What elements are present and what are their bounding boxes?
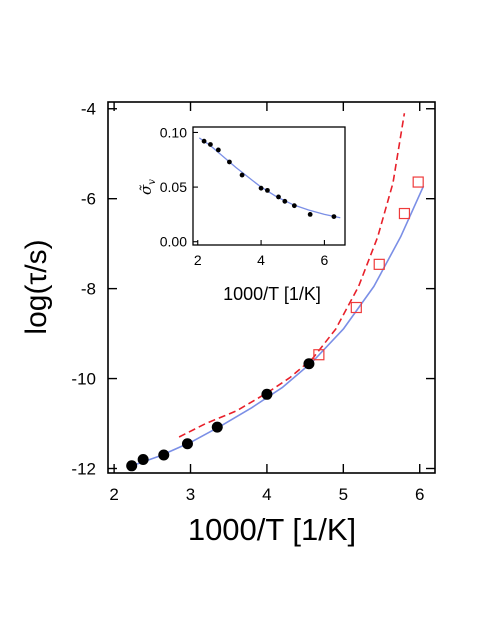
inset-x-axis-label: 1000/T [1/K] [223, 284, 321, 304]
main-plot: 2 3 4 5 6 -4 -6 -8 -10 -12 1000/T [1/K] log(τ/s) [20, 100, 436, 547]
main-x-tick-label: 5 [339, 485, 348, 504]
main-square-point [398, 207, 411, 220]
main-data-point [126, 460, 138, 472]
inset-data-point [331, 214, 337, 219]
main-data-point [158, 449, 170, 461]
main-data-point [181, 438, 193, 450]
main-series [126, 113, 425, 472]
main-y-tick-label: -10 [71, 370, 96, 389]
inset-data-point [265, 187, 270, 193]
main-x-tick-label: 4 [262, 485, 271, 504]
main-x-tick-label: 2 [109, 485, 118, 504]
main-dashed-curve [178, 113, 406, 438]
main-data-point [137, 454, 149, 466]
main-y-tick-label: -6 [81, 190, 96, 209]
main-x-tick-label: 3 [186, 485, 195, 504]
inset-x-ticks: 2 4 6 [194, 240, 329, 268]
main-y-ticks: -4 -6 -8 -10 -12 [71, 100, 435, 478]
inset-data-point [239, 172, 245, 178]
inset-series [198, 137, 341, 219]
main-x-axis-label: 1000/T [1/K] [188, 512, 356, 547]
inset-y-tick-label: 0.00 [160, 234, 187, 250]
main-plot-frame [107, 101, 436, 474]
main-y-axis-label: log(τ/s) [20, 239, 53, 334]
main-square-point [350, 301, 362, 314]
main-y-tick-label: -12 [71, 459, 96, 478]
inset-y-axis-subscript: v [147, 179, 158, 185]
inset-plot-background [193, 127, 345, 245]
inset-data-point [282, 198, 288, 204]
main-square-point [313, 349, 325, 361]
inset-data-point [201, 138, 207, 144]
inset-data-point [215, 147, 221, 153]
inset-x-tick-label: 4 [257, 252, 265, 268]
inset-plot: 2 4 6 0.00 0.05 0.10 1000/T [1/K] σ̃v [137, 124, 346, 304]
inset-y-tick-label: 0.05 [160, 179, 187, 195]
main-data-point [303, 358, 315, 370]
inset-x-tick-label: 2 [194, 252, 202, 268]
inset-data-point [276, 194, 281, 200]
main-y-tick-label: -8 [81, 280, 96, 299]
main-x-ticks: 2 3 4 5 6 [109, 102, 424, 504]
inset-data-point [227, 159, 232, 165]
inset-data-point [208, 142, 213, 147]
inset-y-axis-symbol: σ̃ [137, 184, 155, 195]
main-data-point [211, 421, 223, 433]
inset-data-point [291, 203, 297, 209]
inset-y-ticks: 0.00 0.05 0.10 [160, 124, 198, 250]
main-square-point [412, 176, 424, 188]
main-square-point [373, 258, 385, 270]
inset-x-tick-label: 6 [321, 252, 329, 268]
inset-data-point [307, 212, 313, 217]
main-data-point [261, 388, 273, 400]
inset-plot-frame [192, 126, 346, 246]
inset-y-axis-label: σ̃v [137, 179, 158, 195]
inset-y-tick-label: 0.10 [160, 124, 187, 140]
main-x-tick-label: 6 [415, 485, 424, 504]
main-y-tick-label: -4 [81, 100, 96, 119]
inset-data-point [258, 185, 264, 191]
